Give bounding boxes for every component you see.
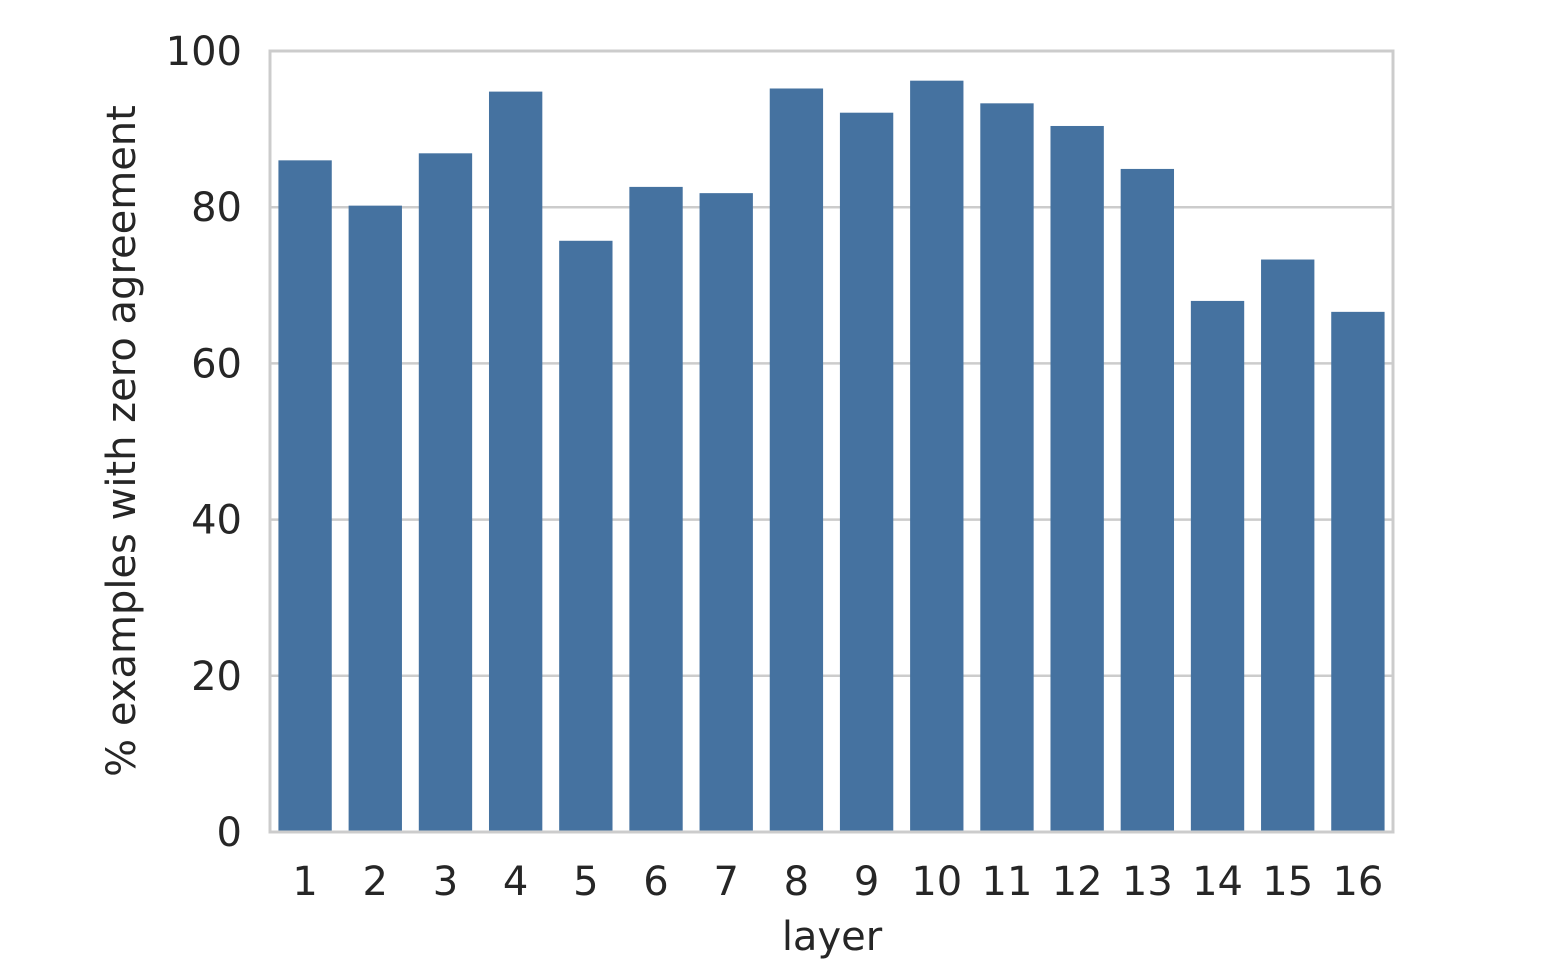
y-tick-label: 60	[191, 341, 242, 387]
bar-layer-2	[348, 205, 402, 832]
x-tick-label: 11	[982, 859, 1033, 905]
bars	[278, 80, 1385, 833]
bar-layer-5	[559, 240, 613, 832]
bar-layer-14	[1190, 300, 1245, 832]
bar-layer-16	[1331, 311, 1385, 832]
y-tick-label: 20	[191, 654, 242, 700]
x-tick-label: 14	[1192, 859, 1243, 905]
x-tick-label: 10	[911, 859, 962, 905]
y-tick-label: 100	[166, 29, 242, 75]
y-tick-labels: 0 20 40 60 80 100	[166, 29, 242, 856]
bar-layer-3	[418, 153, 473, 832]
bar-layer-9	[839, 112, 894, 833]
bar-layer-12	[1050, 125, 1104, 832]
bar-layer-15	[1261, 259, 1315, 833]
y-tick-label: 80	[191, 185, 242, 231]
x-tick-label: 3	[433, 859, 458, 905]
x-tick-label: 12	[1052, 859, 1103, 905]
x-tick-label: 2	[363, 859, 388, 905]
x-tick-label: 9	[854, 859, 879, 905]
bar-layer-11	[980, 103, 1034, 832]
x-tick-label: 15	[1262, 859, 1313, 905]
bar-layer-7	[699, 193, 753, 833]
y-tick-label: 40	[191, 498, 242, 544]
x-tick-label: 4	[503, 859, 528, 905]
bar-layer-13	[1120, 168, 1175, 832]
bar-layer-4	[488, 91, 543, 832]
x-tick-label: 8	[784, 859, 809, 905]
bar-layer-6	[629, 186, 683, 833]
x-tick-label: 16	[1332, 859, 1383, 905]
y-axis-label: % examples with zero agreement	[99, 105, 145, 777]
x-tick-label: 1	[292, 859, 317, 905]
y-tick-label: 0	[217, 810, 242, 856]
bar-layer-1	[278, 160, 332, 833]
x-tick-label: 13	[1122, 859, 1173, 905]
x-tick-label: 7	[713, 859, 738, 905]
x-axis-label: layer	[782, 914, 883, 960]
bar-layer-10	[910, 80, 964, 833]
plot-frame	[268, 49, 1395, 834]
x-tick-label: 5	[573, 859, 598, 905]
x-tick-label: 6	[643, 859, 668, 905]
x-tick-labels: 1 2 3 4 5 6 7 8 9 10 11 12 13 14 15 16	[292, 859, 1383, 905]
bar-layer-8	[769, 88, 824, 833]
